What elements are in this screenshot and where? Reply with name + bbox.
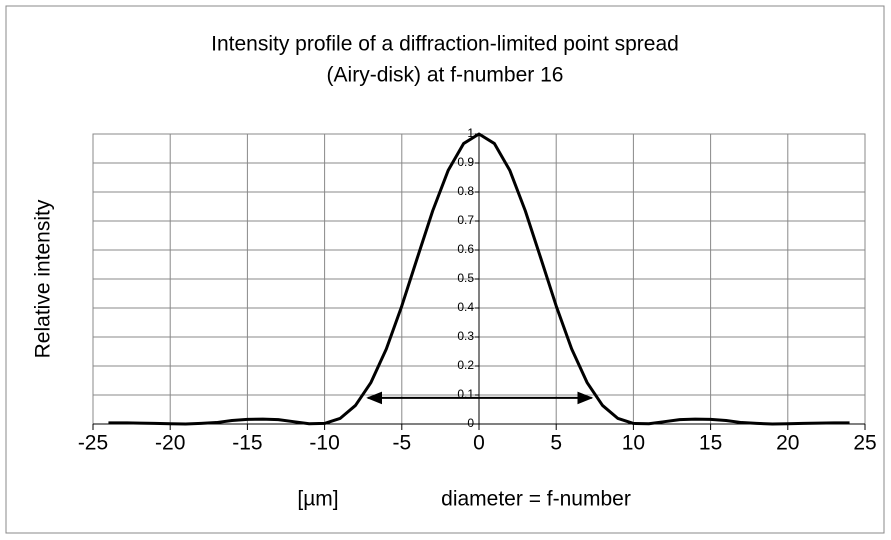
x-tick-label: 15	[699, 432, 722, 455]
x-tick-label: 20	[776, 432, 799, 455]
y-tick-label: 0.5	[457, 271, 474, 285]
y-tick-label: 0.9	[457, 155, 474, 169]
chart-subtitle: (Airy-disk) at f-number 16	[327, 64, 564, 87]
x-tick-label: -10	[309, 432, 339, 455]
y-tick-label: 1	[467, 126, 474, 140]
y-tick-label: 0.2	[457, 358, 474, 372]
y-tick-label: 0.6	[457, 242, 474, 256]
y-axis-label: Relative intensity	[32, 199, 55, 358]
x-tick-label: 0	[473, 432, 485, 455]
chart-title: Intensity profile of a diffraction-limit…	[211, 33, 679, 56]
line-series	[108, 132, 850, 426]
x-tick-label: -5	[392, 432, 411, 455]
y-tick-label: 0.8	[457, 184, 474, 198]
annotation: diameter = f-number	[441, 488, 631, 511]
y-tick-label: 0.3	[457, 329, 474, 343]
y-tick-label: 0.7	[457, 213, 474, 227]
y-tick-label: 0.4	[457, 300, 474, 314]
x-tick-label: -25	[78, 432, 108, 455]
x-tick-label: -15	[232, 432, 262, 455]
x-axis-label: [µm]	[297, 488, 338, 511]
y-tick-label: 0	[467, 416, 474, 430]
x-tick-label: 25	[853, 432, 876, 455]
x-tick-label: 10	[622, 432, 645, 455]
y-tick-label: 0.1	[457, 387, 474, 401]
x-tick-label: -20	[155, 432, 185, 455]
x-tick-label: 5	[550, 432, 562, 455]
